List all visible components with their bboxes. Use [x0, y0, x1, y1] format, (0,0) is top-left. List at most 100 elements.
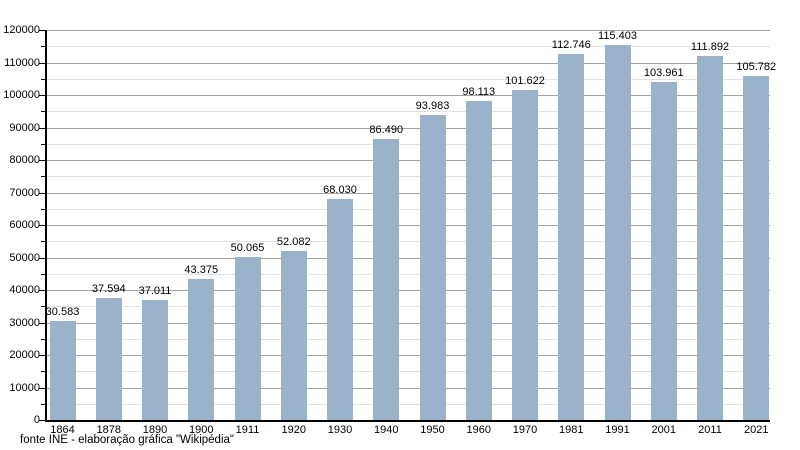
- gridline-major: [47, 192, 770, 194]
- bar-value-label: 112.746: [551, 39, 591, 51]
- x-tick-label: 1890: [142, 424, 168, 436]
- bar-value-label: 98.113: [462, 86, 496, 98]
- gridline-major: [47, 30, 770, 31]
- y-tick-mark: [39, 30, 45, 31]
- x-tick-label: 1950: [420, 424, 445, 436]
- y-tick-label: 0: [33, 414, 40, 426]
- y-tick-mark: [41, 371, 45, 373]
- gridline-major: [47, 95, 770, 96]
- gridline-major: [47, 160, 770, 161]
- bar-1970: [512, 90, 538, 420]
- bar-value-label: 115.403: [598, 30, 637, 42]
- bar-1940: [373, 139, 400, 420]
- y-tick-mark: [41, 306, 45, 308]
- x-tick-label: 1970: [512, 424, 538, 436]
- y-tick-mark: [41, 111, 45, 113]
- bar-1900: [188, 279, 215, 420]
- bar-value-label: 37.011: [138, 285, 172, 297]
- y-tick-mark: [39, 257, 45, 259]
- gridline-minor: [47, 403, 770, 405]
- y-tick-mark: [39, 160, 45, 161]
- y-tick-mark: [41, 403, 45, 405]
- y-axis-line: [45, 30, 47, 422]
- y-tick-label: 100000: [3, 89, 40, 101]
- y-tick-mark: [41, 208, 45, 210]
- bar-value-label: 86.490: [369, 124, 404, 136]
- gridline-minor: [47, 371, 770, 373]
- y-tick-mark: [41, 338, 45, 340]
- bar-value-label: 68.030: [323, 184, 357, 196]
- x-tick-label: 1920: [281, 424, 306, 436]
- y-tick-label: 90000: [9, 121, 40, 134]
- x-tick-label: 1864: [50, 424, 75, 436]
- gridline-minor: [47, 78, 770, 80]
- bar-value-label: 101.622: [505, 75, 545, 87]
- bar-value-label: 52.082: [276, 236, 311, 248]
- gridline-minor: [47, 46, 770, 48]
- bar-2011: [697, 56, 723, 420]
- gridline-major: [47, 62, 770, 64]
- y-tick-mark: [41, 143, 45, 145]
- y-tick-label: 70000: [9, 186, 40, 199]
- bar-value-label: 111.892: [690, 41, 730, 53]
- gridline-minor: [47, 338, 770, 340]
- y-tick-mark: [39, 355, 45, 356]
- bar-value-label: 43.375: [184, 264, 219, 276]
- x-axis-line: [45, 420, 770, 422]
- bar-1991: [604, 45, 631, 420]
- y-tick-mark: [41, 273, 45, 275]
- y-tick-mark: [41, 241, 45, 243]
- plot-area: 0 10000 20000 30000 40000 50000 60000 70000 8000…: [3, 25, 776, 437]
- gridline-major: [47, 322, 770, 324]
- gridline-major: [47, 355, 770, 356]
- bar-1890: [142, 300, 168, 420]
- bar-value-label: 30.583: [45, 306, 80, 318]
- gridline-minor: [47, 143, 770, 145]
- x-tick-label: 1940: [374, 424, 399, 436]
- x-tick-label: 1960: [466, 424, 491, 436]
- x-tick-label: 1930: [327, 424, 353, 436]
- bar-1930: [327, 199, 353, 420]
- y-tick-label: 50000: [9, 251, 40, 264]
- gridline-minor: [47, 306, 770, 308]
- y-tick-mark: [39, 420, 45, 421]
- gridline-minor: [47, 111, 770, 113]
- x-tick-label: 1981: [559, 424, 584, 436]
- bar-1981: [558, 54, 585, 420]
- x-tick-label: 2021: [744, 424, 769, 436]
- y-tick-label: 110000: [4, 56, 40, 69]
- gridline-minor: [47, 208, 770, 210]
- bar-value-label: 105.782: [736, 61, 777, 73]
- x-tick-label: 2011: [698, 424, 722, 436]
- y-tick-label: 20000: [9, 349, 40, 361]
- y-tick-mark: [39, 322, 45, 324]
- source-attribution: fonte INE - elaboração gráfica "Wikipédi…: [20, 434, 234, 446]
- x-tick-label: 1878: [96, 424, 121, 436]
- x-tick-label: 1991: [605, 424, 630, 436]
- y-tick-mark: [41, 176, 45, 178]
- bar-value-label: 50.065: [230, 242, 265, 254]
- gridline-major: [47, 127, 770, 129]
- y-tick-mark: [41, 46, 45, 48]
- y-tick-label: 80000: [9, 154, 40, 166]
- y-tick-label: 10000: [9, 381, 40, 394]
- gridline-major: [47, 225, 770, 226]
- gridline-major: [47, 257, 770, 259]
- bar-1920: [280, 251, 307, 420]
- y-tick-label: 60000: [9, 219, 40, 231]
- y-tick-mark: [39, 192, 45, 194]
- gridline-major: [47, 290, 770, 291]
- bar-2021: [743, 76, 770, 420]
- x-tick-label: 2001: [651, 424, 676, 436]
- y-tick-mark: [39, 290, 45, 291]
- y-tick-label: 40000: [9, 284, 40, 296]
- bar-value-label: 37.594: [91, 283, 126, 295]
- gridline-major: [47, 387, 770, 389]
- y-tick-mark: [39, 127, 45, 129]
- y-tick-label: 30000: [9, 316, 40, 329]
- y-tick-mark: [41, 78, 45, 80]
- y-tick-mark: [39, 95, 45, 96]
- y-tick-mark: [39, 387, 45, 389]
- y-tick-mark: [39, 225, 45, 226]
